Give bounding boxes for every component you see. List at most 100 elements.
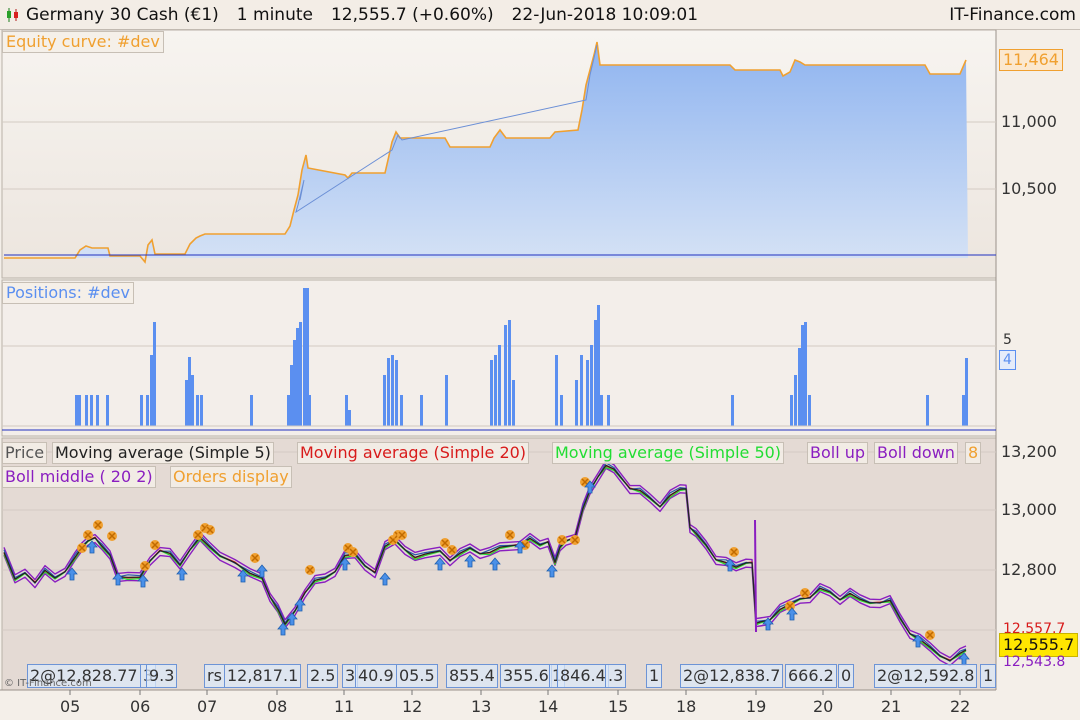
order-exit-marker — [205, 525, 215, 535]
order-exit-marker — [305, 565, 315, 575]
order-exit-marker — [557, 535, 567, 545]
order-exit-marker — [729, 547, 739, 557]
order-exit-marker — [925, 630, 935, 640]
order-label: 1 — [980, 664, 997, 688]
price-tick-12800: 12,800 — [1001, 560, 1057, 579]
order-exit-marker — [570, 535, 580, 545]
legend-price[interactable]: Price — [2, 442, 48, 464]
order-entry-arrow — [286, 612, 298, 626]
x-axis-label: 05 — [60, 697, 81, 716]
order-exit-marker — [140, 561, 150, 571]
time-axis[interactable] — [0, 690, 1080, 720]
positions-value-badge: 4 — [999, 350, 1016, 370]
order-label: 40.9 — [355, 664, 397, 688]
legend-overflow[interactable]: 8 — [965, 442, 982, 464]
order-entry-arrow — [237, 569, 249, 583]
order-label: 12,817.1 — [224, 664, 302, 688]
current-price-badge: 12,555.7 — [999, 633, 1079, 657]
x-axis-label: 12 — [402, 697, 423, 716]
timeframe[interactable]: 1 minute — [236, 4, 313, 25]
order-exit-marker — [397, 530, 407, 540]
equity-panel-label[interactable]: Equity curve: #dev — [2, 31, 164, 53]
order-entry-arrow — [489, 557, 501, 571]
order-label: 666.2 — [785, 664, 837, 688]
positions-bars — [75, 288, 968, 426]
x-axis-label: 18 — [676, 697, 697, 716]
positions-panel-label[interactable]: Positions: #dev — [2, 282, 134, 304]
price-upper-badge: 12,557.7 — [1003, 621, 1066, 637]
order-entry-arrow — [86, 540, 98, 554]
price-lower-badge: 12,543.8 — [1003, 654, 1066, 670]
price-change: 12,555.7 (+0.60%) — [330, 4, 494, 25]
order-exit-marker — [250, 553, 260, 563]
copyright: © IT-Finance.com — [4, 678, 92, 689]
order-entry-arrow — [379, 572, 391, 586]
order-exit-marker — [447, 545, 457, 555]
order-entry-arrow — [256, 564, 268, 578]
x-axis-label: 22 — [950, 697, 971, 716]
order-exit-marker — [193, 530, 203, 540]
order-entry-arrow — [514, 540, 526, 554]
order-exit-marker — [800, 588, 810, 598]
order-exit-marker — [83, 530, 93, 540]
legend-orders-display[interactable]: Orders display — [170, 466, 292, 488]
x-axis-label: 15 — [608, 697, 629, 716]
x-axis-label: 07 — [197, 697, 218, 716]
order-label: 05.5 — [396, 664, 438, 688]
legend-boll-up[interactable]: Boll up — [807, 442, 869, 464]
order-entry-arrow — [294, 598, 306, 612]
order-exit-marker — [150, 540, 160, 550]
order-entry-arrow — [66, 567, 78, 581]
order-entry-arrow — [584, 480, 596, 494]
x-axis-label: 21 — [881, 697, 902, 716]
equity-value-badge: 11,464 — [999, 49, 1063, 71]
order-exit-marker — [505, 530, 515, 540]
equity-curve — [4, 41, 996, 264]
legend-ma50[interactable]: Moving average (Simple 50) — [552, 442, 785, 464]
legend-ma5[interactable]: Moving average (Simple 5) — [52, 442, 274, 464]
price-tick-13200: 13,200 — [1001, 442, 1057, 461]
order-label: 1 — [646, 664, 663, 688]
order-entry-arrow — [137, 574, 149, 588]
order-entry-arrow — [434, 557, 446, 571]
order-exit-marker — [348, 547, 358, 557]
order-exit-marker — [93, 520, 103, 530]
equity-tick-11000: 11,000 — [1001, 112, 1057, 131]
order-markers — [66, 477, 970, 666]
order-label: 355.6 — [500, 664, 552, 688]
order-entry-arrow — [786, 607, 798, 621]
order-entry-arrow — [546, 564, 558, 578]
brand-label: IT-Finance.com — [949, 5, 1076, 25]
order-entry-arrow — [176, 567, 188, 581]
order-entry-arrow — [724, 558, 736, 572]
legend-boll-down[interactable]: Boll down — [874, 442, 958, 464]
order-entry-arrow — [912, 634, 924, 648]
price-series — [3, 459, 967, 667]
order-entry-arrow — [464, 554, 476, 568]
legend-boll-middle[interactable]: Boll middle ( 20 2) — [2, 466, 156, 488]
order-label: 9.3 — [146, 664, 178, 688]
order-label: 2.5 — [307, 664, 339, 688]
x-axis-label: 14 — [538, 697, 559, 716]
equity-tick-10500: 10,500 — [1001, 179, 1057, 198]
order-exit-marker — [107, 531, 117, 541]
x-axis-label: 08 — [267, 697, 288, 716]
order-label: 2@12,838.7 — [680, 664, 784, 688]
order-label: 2@12,592.8 — [874, 664, 978, 688]
title-bar: Germany 30 Cash (€1) 1 minute 12,555.7 (… — [0, 0, 1080, 30]
order-entry-arrow — [277, 622, 289, 636]
order-entry-arrow — [112, 572, 124, 586]
x-axis-label: 06 — [130, 697, 151, 716]
instrument-name: Germany 30 Cash (€1) — [26, 4, 219, 25]
order-label: rs — [204, 664, 225, 688]
date-time: 22-Jun-2018 10:09:01 — [511, 4, 699, 25]
order-entry-arrow — [762, 617, 774, 631]
order-label: 855.4 — [446, 664, 498, 688]
legend-ma20[interactable]: Moving average (Simple 20) — [297, 442, 530, 464]
price-tick-13000: 13,000 — [1001, 500, 1057, 519]
x-axis-label: 11 — [334, 697, 355, 716]
order-label: 2@12,828.77 — [27, 664, 141, 688]
order-label: 846.4 — [557, 664, 609, 688]
